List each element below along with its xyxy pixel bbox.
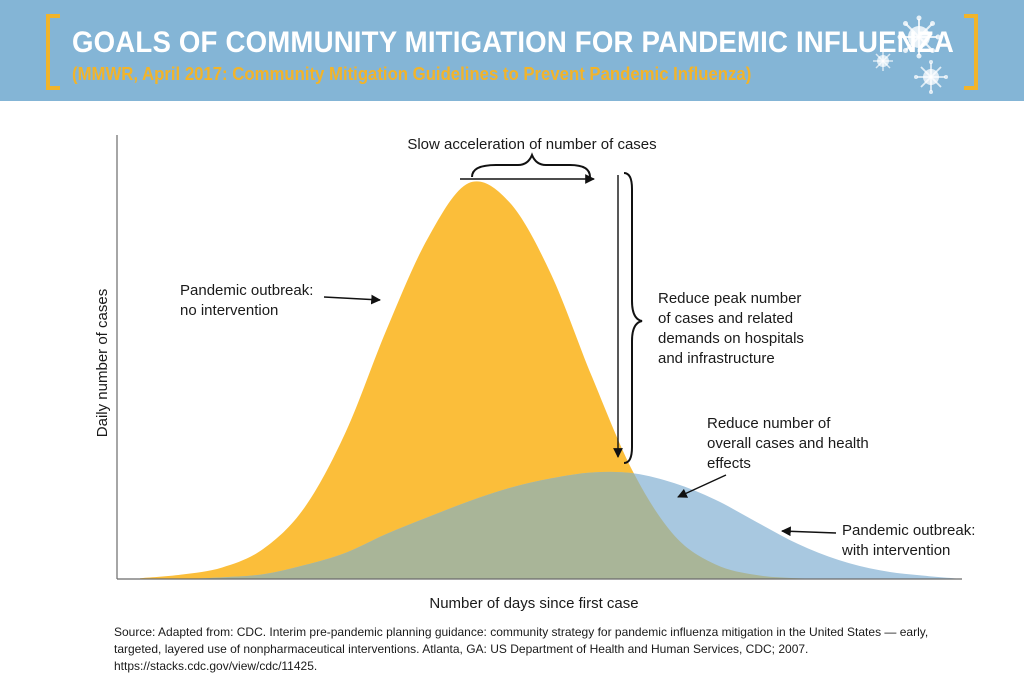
reduce-overall-line-1: Reduce number of bbox=[707, 415, 831, 432]
annotation-with-intervention: Pandemic outbreak: with intervention bbox=[841, 522, 980, 559]
annotation-no-intervention: Pandemic outbreak: no intervention bbox=[180, 282, 318, 319]
epidemic-curve-chart: Number of days since first case Daily nu… bbox=[94, 135, 980, 612]
with-intervention-line-1: Pandemic outbreak: bbox=[842, 522, 975, 539]
reduce-overall-line-2: overall cases and health bbox=[707, 435, 869, 452]
annotation-reduce-peak: Reduce peak number of cases and related … bbox=[658, 290, 808, 367]
reduce-peak-line-3: demands on hospitals bbox=[658, 330, 804, 347]
reduce-peak-line-4: and infrastructure bbox=[658, 350, 775, 367]
reduce-peak-line-1: Reduce peak number bbox=[658, 290, 801, 307]
virus-icon bbox=[873, 51, 893, 71]
no-intervention-line-2: no intervention bbox=[180, 302, 278, 319]
with-intervention-line-2: with intervention bbox=[841, 542, 950, 559]
virus-icon bbox=[897, 15, 941, 59]
area-no-intervention bbox=[140, 181, 962, 579]
page-title: GOALS OF COMMUNITY MITIGATION FOR PANDEM… bbox=[72, 26, 954, 59]
left-bracket-decoration bbox=[46, 14, 60, 90]
y-axis-label: Daily number of cases bbox=[94, 289, 111, 437]
page-subtitle: (MMWR, April 2017: Community Mitigation … bbox=[72, 64, 752, 84]
source-citation: Source: Adapted from: CDC. Interim pre-p… bbox=[114, 625, 929, 673]
reduce-peak-line-2: of cases and related bbox=[658, 310, 793, 327]
x-axis-label: Number of days since first case bbox=[429, 595, 638, 612]
arrow-no-intervention bbox=[323, 294, 381, 305]
header-banner: GOALS OF COMMUNITY MITIGATION FOR PANDEM… bbox=[0, 0, 1024, 101]
arrow-with-intervention bbox=[781, 526, 837, 537]
brace-reduce-peak bbox=[623, 172, 643, 464]
no-intervention-line-1: Pandemic outbreak: bbox=[180, 282, 313, 299]
arrow-reduce-overall bbox=[677, 474, 727, 498]
virus-icon bbox=[914, 60, 948, 94]
annotation-slow-acceleration: Slow acceleration of number of cases bbox=[407, 136, 656, 153]
right-bracket-decoration bbox=[964, 14, 978, 90]
brace-slow-acceleration bbox=[471, 152, 591, 178]
annotation-reduce-overall: Reduce number of overall cases and healt… bbox=[707, 415, 873, 472]
reduce-overall-line-3: effects bbox=[707, 455, 751, 472]
